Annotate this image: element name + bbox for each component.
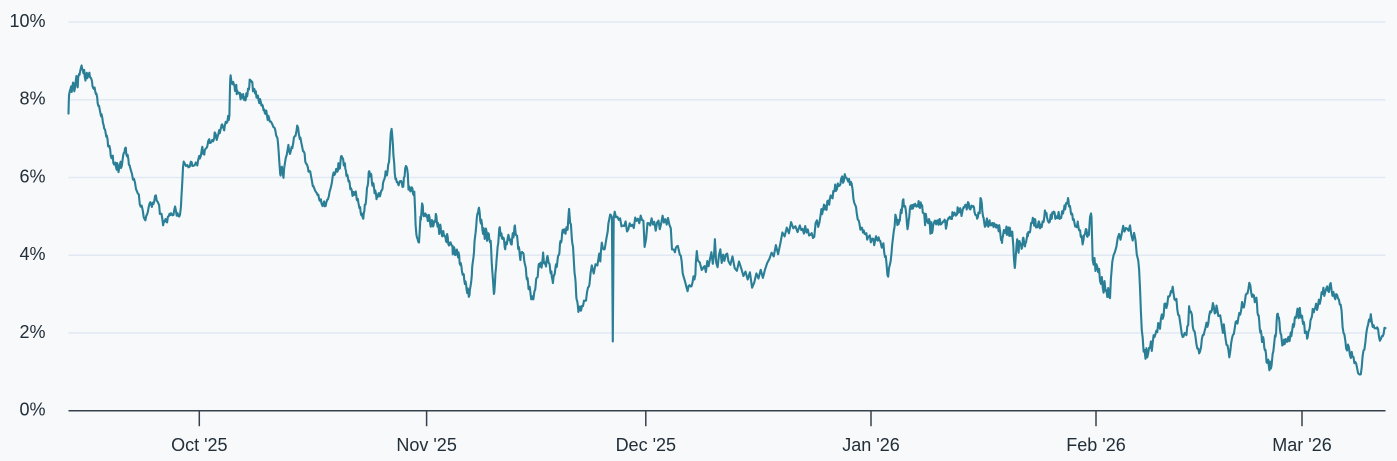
svg-text:Jan '26: Jan '26 <box>842 435 899 455</box>
svg-text:0%: 0% <box>19 400 45 420</box>
svg-text:8%: 8% <box>19 89 45 109</box>
svg-text:Dec '25: Dec '25 <box>616 435 676 455</box>
svg-text:Feb '26: Feb '26 <box>1066 435 1125 455</box>
svg-text:6%: 6% <box>19 166 45 186</box>
svg-text:Mar '26: Mar '26 <box>1272 435 1331 455</box>
svg-text:10%: 10% <box>9 11 45 31</box>
svg-text:4%: 4% <box>19 244 45 264</box>
svg-text:2%: 2% <box>19 322 45 342</box>
svg-text:Oct '25: Oct '25 <box>171 435 227 455</box>
svg-text:Nov '25: Nov '25 <box>396 435 456 455</box>
